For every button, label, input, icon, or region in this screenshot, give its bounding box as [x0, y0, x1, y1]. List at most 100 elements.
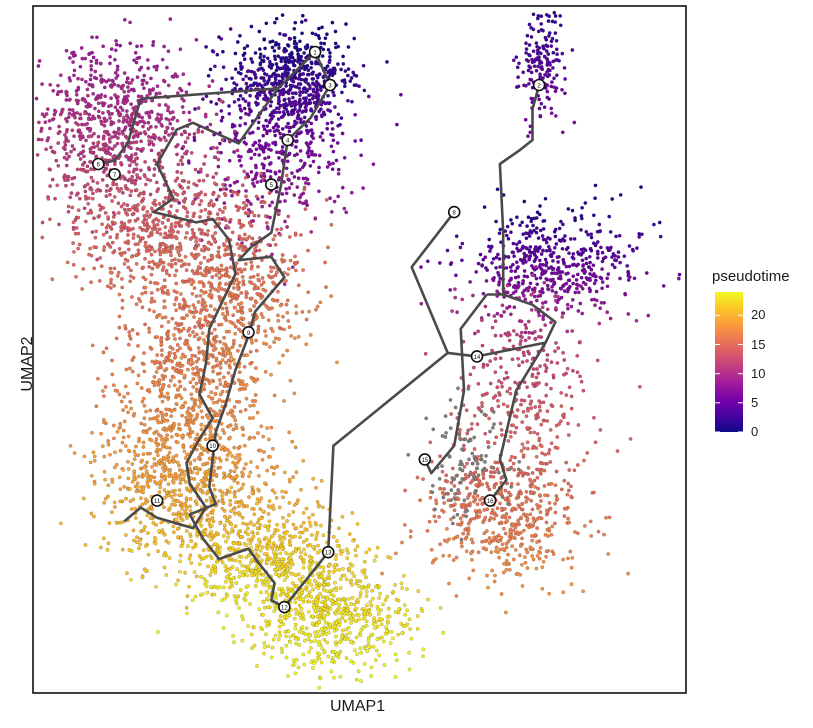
- cell-point: [96, 140, 100, 145]
- cell-point: [277, 79, 282, 84]
- cell-point: [188, 489, 193, 494]
- cell-point: [307, 590, 312, 595]
- cell-point: [546, 19, 551, 23]
- cell-point: [248, 349, 253, 354]
- cell-point: [208, 495, 213, 500]
- cell-point: [311, 89, 316, 94]
- cell-point: [182, 503, 187, 507]
- cell-point: [236, 547, 241, 552]
- cell-point: [108, 192, 112, 197]
- cell-point: [233, 324, 238, 329]
- cell-point: [214, 145, 219, 150]
- cell-point: [118, 520, 123, 525]
- cell-point: [158, 244, 163, 249]
- cell-point: [150, 246, 154, 251]
- cell-point: [283, 90, 288, 95]
- cell-point: [130, 369, 135, 374]
- cell-point: [200, 97, 205, 102]
- cell-point: [192, 132, 197, 136]
- cell-point: [309, 65, 313, 70]
- cell-point: [80, 77, 84, 82]
- cell-point: [350, 571, 355, 575]
- cell-point: [280, 546, 285, 551]
- cell-point: [289, 333, 294, 338]
- cell-point: [125, 212, 130, 217]
- cell-point: [147, 330, 152, 334]
- cell-point: [172, 407, 177, 412]
- cell-point: [175, 152, 179, 157]
- cell-point: [282, 49, 287, 54]
- cell-point: [142, 524, 147, 529]
- cell-point: [236, 97, 241, 102]
- cell-point: [370, 596, 375, 601]
- cell-point: [127, 333, 132, 338]
- cell-point: [46, 196, 51, 201]
- cell-point: [282, 112, 287, 117]
- cell-point: [186, 223, 191, 228]
- cell-point: [329, 144, 334, 149]
- cell-point: [289, 84, 294, 89]
- cell-point: [218, 339, 223, 344]
- cell-point: [197, 178, 202, 183]
- cell-point: [126, 391, 130, 396]
- cell-point: [232, 180, 237, 185]
- cell-point: [379, 622, 384, 627]
- cell-point: [319, 478, 324, 483]
- cell-point: [285, 519, 289, 523]
- cell-point: [105, 284, 110, 289]
- cell-point: [143, 544, 148, 548]
- cell-point: [534, 41, 539, 45]
- cell-point: [208, 304, 213, 308]
- cell-point: [136, 121, 141, 125]
- cell-point: [121, 428, 126, 433]
- cell-point: [157, 103, 162, 107]
- cell-point: [70, 182, 75, 187]
- cell-point: [280, 13, 285, 18]
- cell-point: [147, 307, 152, 312]
- cell-point: [301, 268, 305, 272]
- cell-point: [117, 475, 122, 480]
- cell-point: [183, 206, 188, 211]
- cell-point: [211, 192, 215, 197]
- cell-point: [364, 623, 369, 628]
- cell-point: [238, 588, 243, 592]
- cell-point: [267, 540, 272, 545]
- cell-point: [140, 305, 145, 310]
- cell-point: [111, 215, 116, 219]
- cell-point: [276, 42, 281, 47]
- cell-point: [369, 665, 374, 670]
- cell-point: [209, 530, 214, 534]
- cell-point: [83, 79, 88, 84]
- cell-point: [265, 546, 270, 551]
- cell-point: [186, 360, 191, 365]
- cell-point: [89, 67, 94, 72]
- cell-point: [251, 274, 256, 279]
- cell-point: [203, 154, 208, 159]
- cell-point: [125, 76, 130, 81]
- cell-point: [222, 527, 227, 531]
- cell-point: [171, 375, 176, 380]
- cell-point: [206, 240, 211, 245]
- cell-point: [64, 151, 69, 156]
- cell-point: [126, 247, 131, 252]
- cell-point: [211, 236, 216, 241]
- cell-point: [199, 478, 204, 483]
- cell-point: [274, 189, 279, 194]
- cell-point: [336, 194, 341, 199]
- cell-point: [224, 318, 229, 323]
- cell-point: [237, 606, 241, 610]
- cell-point: [177, 241, 182, 246]
- cell-point: [89, 187, 94, 192]
- cell-point: [236, 530, 241, 534]
- cell-point: [226, 473, 231, 478]
- cell-point: [333, 601, 338, 606]
- cell-point: [266, 155, 271, 160]
- cell-point: [169, 264, 174, 269]
- cell-point: [138, 225, 143, 230]
- cell-point: [283, 219, 287, 224]
- cell-point: [130, 205, 135, 210]
- cell-point: [132, 180, 136, 185]
- cell-point: [211, 202, 216, 207]
- cell-point: [267, 586, 272, 590]
- cell-point: [183, 140, 188, 145]
